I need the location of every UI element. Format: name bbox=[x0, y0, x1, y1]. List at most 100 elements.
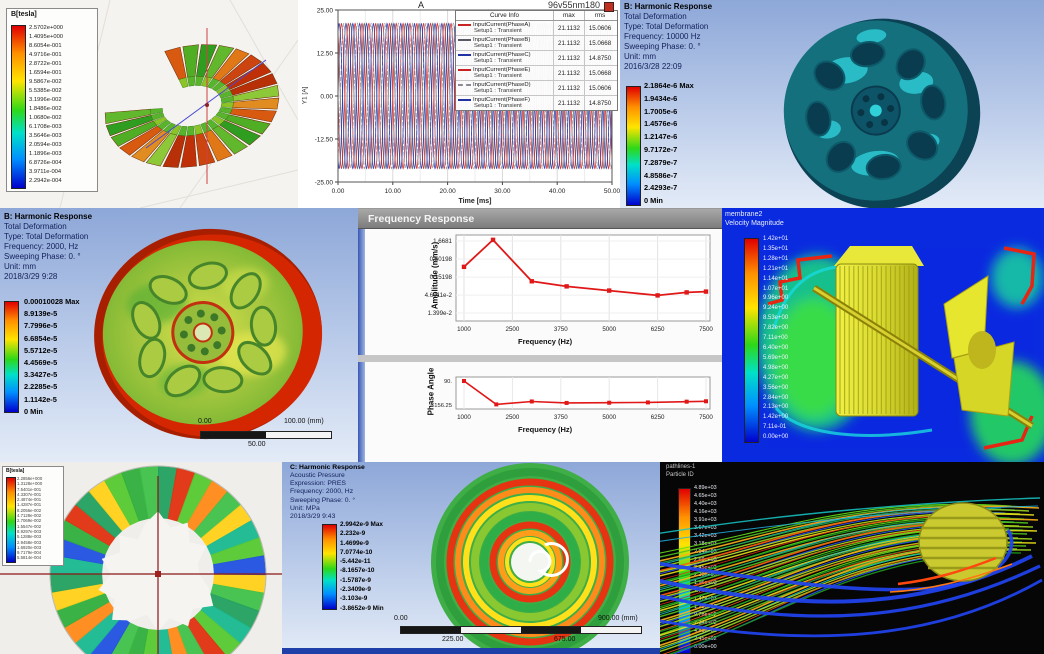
svg-text:-25.00: -25.00 bbox=[315, 179, 334, 186]
colorbar-tick: 7.34e+02 bbox=[694, 620, 717, 627]
ruler-label-675: 675.00 bbox=[554, 636, 576, 643]
colorbar-tick: 4.4569e-5 bbox=[24, 358, 58, 368]
svg-text:Time [ms]: Time [ms] bbox=[459, 198, 492, 205]
scale-ruler bbox=[200, 431, 332, 439]
panel-harmonic-10000: B: Harmonic Response Total Deformation Ty… bbox=[620, 0, 1044, 208]
frequency-charts: 1.6681 0.50198 0.15198 4.6011e-2 1.399e-2 100… bbox=[358, 234, 722, 421]
colorbar-tick: 4.40e+03 bbox=[694, 500, 717, 507]
legend-title: B[tesla] bbox=[6, 468, 25, 474]
colorbar-tick: 1.4576e-6 bbox=[644, 119, 678, 129]
curve-info-legend: Curve Info max rms InputCurrent(PhaseA) S… bbox=[455, 10, 618, 111]
curve-setup: Setup1 : Transient bbox=[474, 28, 522, 34]
ruler-label-right: 100.00 (mm) bbox=[284, 418, 324, 425]
wheel-3d-view bbox=[783, 18, 981, 208]
curve-swatch bbox=[458, 99, 471, 101]
colorbar-tick: 2.1864e-6 Max bbox=[644, 81, 694, 90]
ruler-label-0: 0.00 bbox=[394, 615, 408, 622]
curve-rms: 14.8750 bbox=[584, 51, 615, 65]
colorbar-tick: 1.7005e-6 bbox=[644, 106, 678, 116]
colorbar-tick: 2.45e+03 bbox=[694, 564, 717, 571]
colorbar-tick: 4.9716e-001 bbox=[29, 52, 62, 58]
colorbar-tick: 0.00e+00 bbox=[694, 644, 717, 651]
curve-max: 21.1132 bbox=[553, 51, 584, 65]
svg-text:20.00: 20.00 bbox=[439, 188, 456, 195]
curve-rms: 14.8750 bbox=[584, 96, 615, 110]
colorbar-tick: 9.78e+02 bbox=[694, 612, 717, 619]
colorbar-tick: 4.89e+02 bbox=[694, 628, 717, 635]
legend-row: InputCurrent(PhaseA) Setup1 : Transient 21… bbox=[456, 21, 617, 35]
result-header-line: Total Deformation bbox=[4, 222, 67, 231]
result-header-line: 2018/3/29 9:28 bbox=[4, 272, 58, 281]
result-header-line: Sweeping Phase: 0. ° bbox=[4, 252, 81, 261]
colorbar-tick: 2.2285e-5 bbox=[24, 382, 58, 392]
colorbar-tick: 4.8586e-7 bbox=[644, 170, 678, 180]
colorbar-tick: 1.9434e-6 bbox=[644, 93, 678, 103]
colorbar-tick: -3.8652e-9 Min bbox=[340, 604, 384, 612]
colorbar-tick: 7.7996e-5 bbox=[24, 321, 58, 331]
legend-title: B[tesla] bbox=[11, 11, 37, 18]
colorbar-tick: 1.42e+00 bbox=[763, 414, 789, 421]
colorbar-tick: 5.5814e-004 bbox=[17, 555, 42, 561]
curve-swatch bbox=[458, 69, 471, 71]
colorbar-tick: 0.00010028 Max bbox=[24, 297, 80, 306]
colorbar-tick: 0 Min bbox=[24, 406, 43, 416]
colorbar-ticks: 2.9942e-9 Max 2.232e-9 1.4699e-9 7.0774e-10… bbox=[340, 520, 384, 613]
colorbar-tick: 2.4293e-7 bbox=[644, 183, 678, 193]
colorbar-tick: 1.22e+03 bbox=[694, 604, 717, 611]
colorbar-tick: -2.3409e-9 bbox=[340, 586, 371, 594]
colorbar bbox=[678, 488, 691, 654]
colorbar-tick: 3.3427e-5 bbox=[24, 370, 58, 380]
colorbar-tick: 9.24e+00 bbox=[763, 305, 789, 312]
colorbar-title: membrane2 bbox=[725, 211, 763, 218]
colorbar-tick: 1.4699e-9 bbox=[340, 539, 369, 547]
chart-title: 96v55nm180 bbox=[547, 0, 600, 10]
curve-name: InputCurrent(PhaseF) bbox=[473, 97, 530, 103]
curve-max: 21.1132 bbox=[553, 81, 584, 95]
colorbar-tick: 7.11e+00 bbox=[763, 335, 788, 342]
colorbar-subtitle: Velocity Magnitude bbox=[725, 220, 784, 228]
colorbar-tick: 2.9458e-003 bbox=[17, 539, 42, 545]
result-header-line: 2018/3/29 9:43 bbox=[290, 512, 336, 520]
result-header-line: Frequency: 10000 Hz bbox=[624, 32, 701, 41]
colorbar-tick: 9.7172e-7 bbox=[644, 144, 678, 154]
svg-text:5000: 5000 bbox=[602, 414, 616, 421]
colorbar-tick: 9.7179e-004 bbox=[17, 550, 42, 556]
colorbar bbox=[4, 301, 19, 413]
colorbar-tick: 2.8722e-001 bbox=[29, 61, 62, 67]
result-title: B: Harmonic Response bbox=[624, 2, 713, 11]
colorbar-tick: 1.35e+01 bbox=[763, 245, 789, 252]
crosshair-center bbox=[155, 571, 161, 577]
colorbar-tick: 4.65e+03 bbox=[694, 492, 717, 499]
colorbar-tick: 3.42e+03 bbox=[694, 532, 717, 539]
window-titlebar[interactable]: Frequency Response bbox=[358, 209, 722, 229]
svg-text:3750: 3750 bbox=[554, 414, 568, 421]
colorbar-tick: 5.5712e-5 bbox=[24, 345, 58, 355]
curve-max: 21.1132 bbox=[553, 66, 584, 80]
legend-row: InputCurrent(PhaseC) Setup1 : Transient 21… bbox=[456, 50, 617, 65]
result-header-line: Acoustic Pressure bbox=[290, 472, 345, 480]
curve-setup: Setup1 : Transient bbox=[474, 103, 522, 109]
svg-text:5000: 5000 bbox=[602, 326, 616, 333]
colorbar-tick: 5.5385e-002 bbox=[29, 88, 62, 94]
colorbar-tick: 7.0774e-10 bbox=[340, 548, 373, 556]
svg-text:1000: 1000 bbox=[457, 414, 471, 421]
result-title: C: Harmonic Response bbox=[290, 464, 365, 471]
colorbar-ticks: 2.2856e+000 1.3128e+000 7.5401e-001 4.3307e… bbox=[17, 476, 42, 561]
impeller bbox=[889, 502, 1013, 593]
phase-x-label: Frequency (Hz) bbox=[518, 425, 573, 434]
svg-text:30.00: 30.00 bbox=[494, 188, 511, 195]
colorbar-tick: 6.40e+00 bbox=[763, 344, 789, 351]
svg-text:2500: 2500 bbox=[506, 414, 520, 421]
colorbar-tick: 1.4287e-001 bbox=[17, 502, 42, 508]
colorbar-tick: 8.6054e-001 bbox=[29, 43, 62, 49]
colorbar-tick: 6.8726e-004 bbox=[29, 160, 62, 166]
legend-row: InputCurrent(PhaseD) Setup1 : Transient 21… bbox=[456, 80, 617, 95]
legend-row: InputCurrent(PhaseB) Setup1 : Transient 21… bbox=[456, 35, 617, 50]
colorbar-tick: 2.232e-9 bbox=[340, 530, 366, 538]
result-header-line: Sweeping Phase: 0. ° bbox=[290, 496, 356, 504]
field-legend: B[tesla] 2.2856e+000 1.3128e+000 7.5401e-0… bbox=[2, 466, 64, 566]
colorbar-tick: 7.5401e-001 bbox=[17, 486, 42, 492]
colorbar-tick: 2.69e+03 bbox=[694, 556, 717, 563]
legend-rows: InputCurrent(PhaseA) Setup1 : Transient 21… bbox=[456, 21, 617, 110]
colorbar-tick: 2.5702e+000 bbox=[29, 25, 64, 31]
